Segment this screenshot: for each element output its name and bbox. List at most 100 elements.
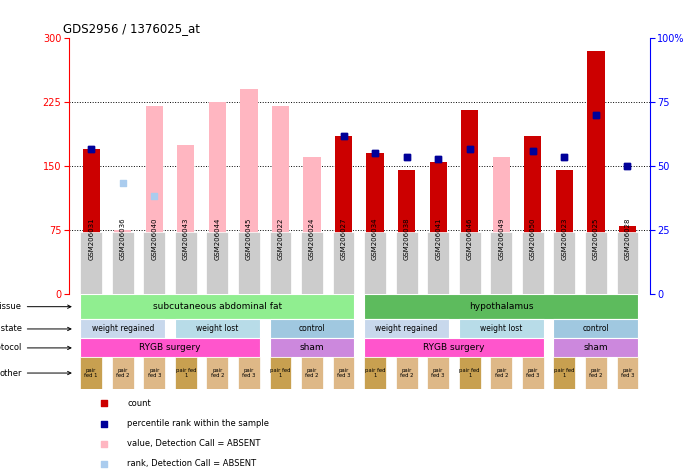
Point [590,111,601,118]
Text: pair
fed 3: pair fed 3 [621,368,634,378]
FancyBboxPatch shape [553,357,575,389]
FancyBboxPatch shape [364,232,386,294]
Point [338,132,349,140]
FancyBboxPatch shape [238,232,260,294]
Text: pair
fed 3: pair fed 3 [148,368,161,378]
FancyBboxPatch shape [459,319,544,338]
Text: control: control [299,325,325,333]
Text: GSM206045: GSM206045 [246,218,252,260]
Text: pair fed
1: pair fed 1 [365,368,386,378]
Text: pair
fed 3: pair fed 3 [431,368,445,378]
Point [559,154,570,161]
Text: pair
fed 3: pair fed 3 [337,368,350,378]
FancyBboxPatch shape [364,357,386,389]
Bar [209,102,226,294]
FancyBboxPatch shape [332,357,354,389]
Bar [618,226,636,294]
FancyBboxPatch shape [175,357,197,389]
FancyBboxPatch shape [585,357,607,389]
Point [338,132,349,140]
Point [98,440,109,447]
Text: GSM206049: GSM206049 [498,218,504,260]
Point [622,162,633,170]
FancyBboxPatch shape [269,319,354,338]
FancyBboxPatch shape [459,357,481,389]
Text: pair
fed 2: pair fed 2 [589,368,603,378]
Text: GDS2956 / 1376025_at: GDS2956 / 1376025_at [64,22,200,36]
Text: GSM206036: GSM206036 [120,218,126,260]
Text: protocol: protocol [0,344,71,352]
Bar [335,136,352,294]
FancyBboxPatch shape [80,294,354,319]
Text: hypothalamus: hypothalamus [469,302,533,311]
Text: pair fed
1: pair fed 1 [460,368,480,378]
Text: pair
fed 1: pair fed 1 [84,368,98,378]
Bar [303,157,321,294]
FancyBboxPatch shape [427,357,449,389]
FancyBboxPatch shape [144,232,165,294]
Text: GSM206024: GSM206024 [309,218,315,260]
Bar [398,170,415,294]
Point [98,420,109,428]
Bar [240,89,258,294]
Text: GSM206022: GSM206022 [278,218,283,260]
Text: GSM206023: GSM206023 [561,218,567,260]
Text: GSM206027: GSM206027 [341,218,347,260]
FancyBboxPatch shape [144,357,165,389]
Text: other: other [0,369,71,377]
Text: rank, Detection Call = ABSENT: rank, Detection Call = ABSENT [127,459,256,468]
FancyBboxPatch shape [112,357,133,389]
Text: pair fed
1: pair fed 1 [554,368,575,378]
Text: GSM206050: GSM206050 [530,218,536,260]
Point [559,154,570,161]
Point [527,147,538,155]
Text: subcutaneous abdominal fat: subcutaneous abdominal fat [153,302,282,311]
Text: pair fed
1: pair fed 1 [176,368,196,378]
FancyBboxPatch shape [491,357,512,389]
FancyBboxPatch shape [364,319,449,338]
Text: pair
fed 2: pair fed 2 [211,368,224,378]
Text: sham: sham [584,344,608,352]
Text: pair fed
1: pair fed 1 [270,368,291,378]
FancyBboxPatch shape [269,338,354,357]
Text: pair
fed 2: pair fed 2 [400,368,413,378]
Text: RYGB surgery: RYGB surgery [140,344,201,352]
Text: GSM206044: GSM206044 [214,218,220,260]
Text: GSM206038: GSM206038 [404,218,410,260]
Text: percentile rank within the sample: percentile rank within the sample [127,419,269,428]
Point [86,145,97,153]
FancyBboxPatch shape [332,232,354,294]
FancyBboxPatch shape [616,232,638,294]
Bar [587,51,605,294]
Text: pair
fed 2: pair fed 2 [116,368,129,378]
FancyBboxPatch shape [522,232,544,294]
Bar [82,149,100,294]
Text: GSM206025: GSM206025 [593,218,599,260]
FancyBboxPatch shape [269,232,292,294]
FancyBboxPatch shape [364,294,638,319]
Point [527,147,538,155]
FancyBboxPatch shape [553,232,575,294]
FancyBboxPatch shape [364,338,544,357]
Bar [366,153,384,294]
Text: GSM206043: GSM206043 [183,218,189,260]
Point [401,154,412,161]
FancyBboxPatch shape [301,232,323,294]
Text: weight lost: weight lost [196,325,238,333]
Text: pair
fed 3: pair fed 3 [526,368,540,378]
Point [433,155,444,163]
Point [464,145,475,153]
FancyBboxPatch shape [301,357,323,389]
FancyBboxPatch shape [175,232,197,294]
FancyBboxPatch shape [207,357,228,389]
Point [464,145,475,153]
Point [433,155,444,163]
Text: control: control [583,325,609,333]
Text: count: count [127,399,151,408]
Text: weight regained: weight regained [91,325,154,333]
Point [149,192,160,200]
FancyBboxPatch shape [207,232,228,294]
Text: weight regained: weight regained [375,325,438,333]
FancyBboxPatch shape [553,319,638,338]
Bar [114,230,131,294]
